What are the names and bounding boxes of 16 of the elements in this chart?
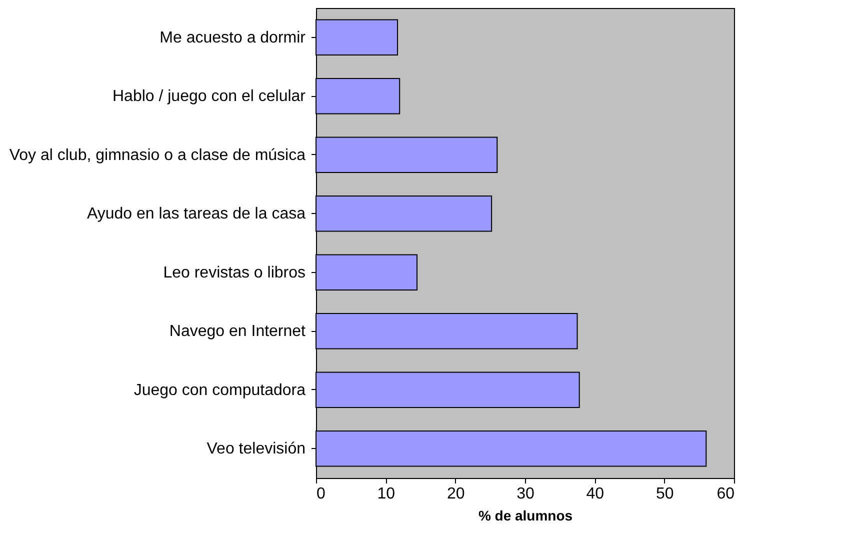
y-tick-label: Veo televisión: [206, 440, 306, 458]
y-tick-label: Navego en Internet: [169, 323, 306, 340]
x-tick-label: 0: [316, 486, 326, 502]
y-tick-label: Leo revistas o libros: [163, 264, 306, 282]
y-tick-label: Hablo / juego con el celular: [112, 88, 306, 106]
y-tick-label: Ayudo en las tareas de la casa: [86, 206, 306, 223]
x-tick-label: 60: [716, 486, 735, 502]
y-tick-label: Me acuesto a dormir: [160, 29, 306, 46]
x-axis-title: % de alumnos: [478, 508, 573, 524]
x-tick-label: 50: [656, 486, 674, 502]
y-tick-label: Juego con computadora: [134, 382, 306, 399]
y-tick-label: Voy al club, gimnasio o a clase de música: [9, 146, 306, 164]
x-tick-label: 20: [446, 486, 465, 502]
x-tick-label: 40: [586, 486, 604, 502]
x-tick-label: 30: [516, 486, 534, 502]
x-tick-label: 10: [377, 486, 396, 502]
